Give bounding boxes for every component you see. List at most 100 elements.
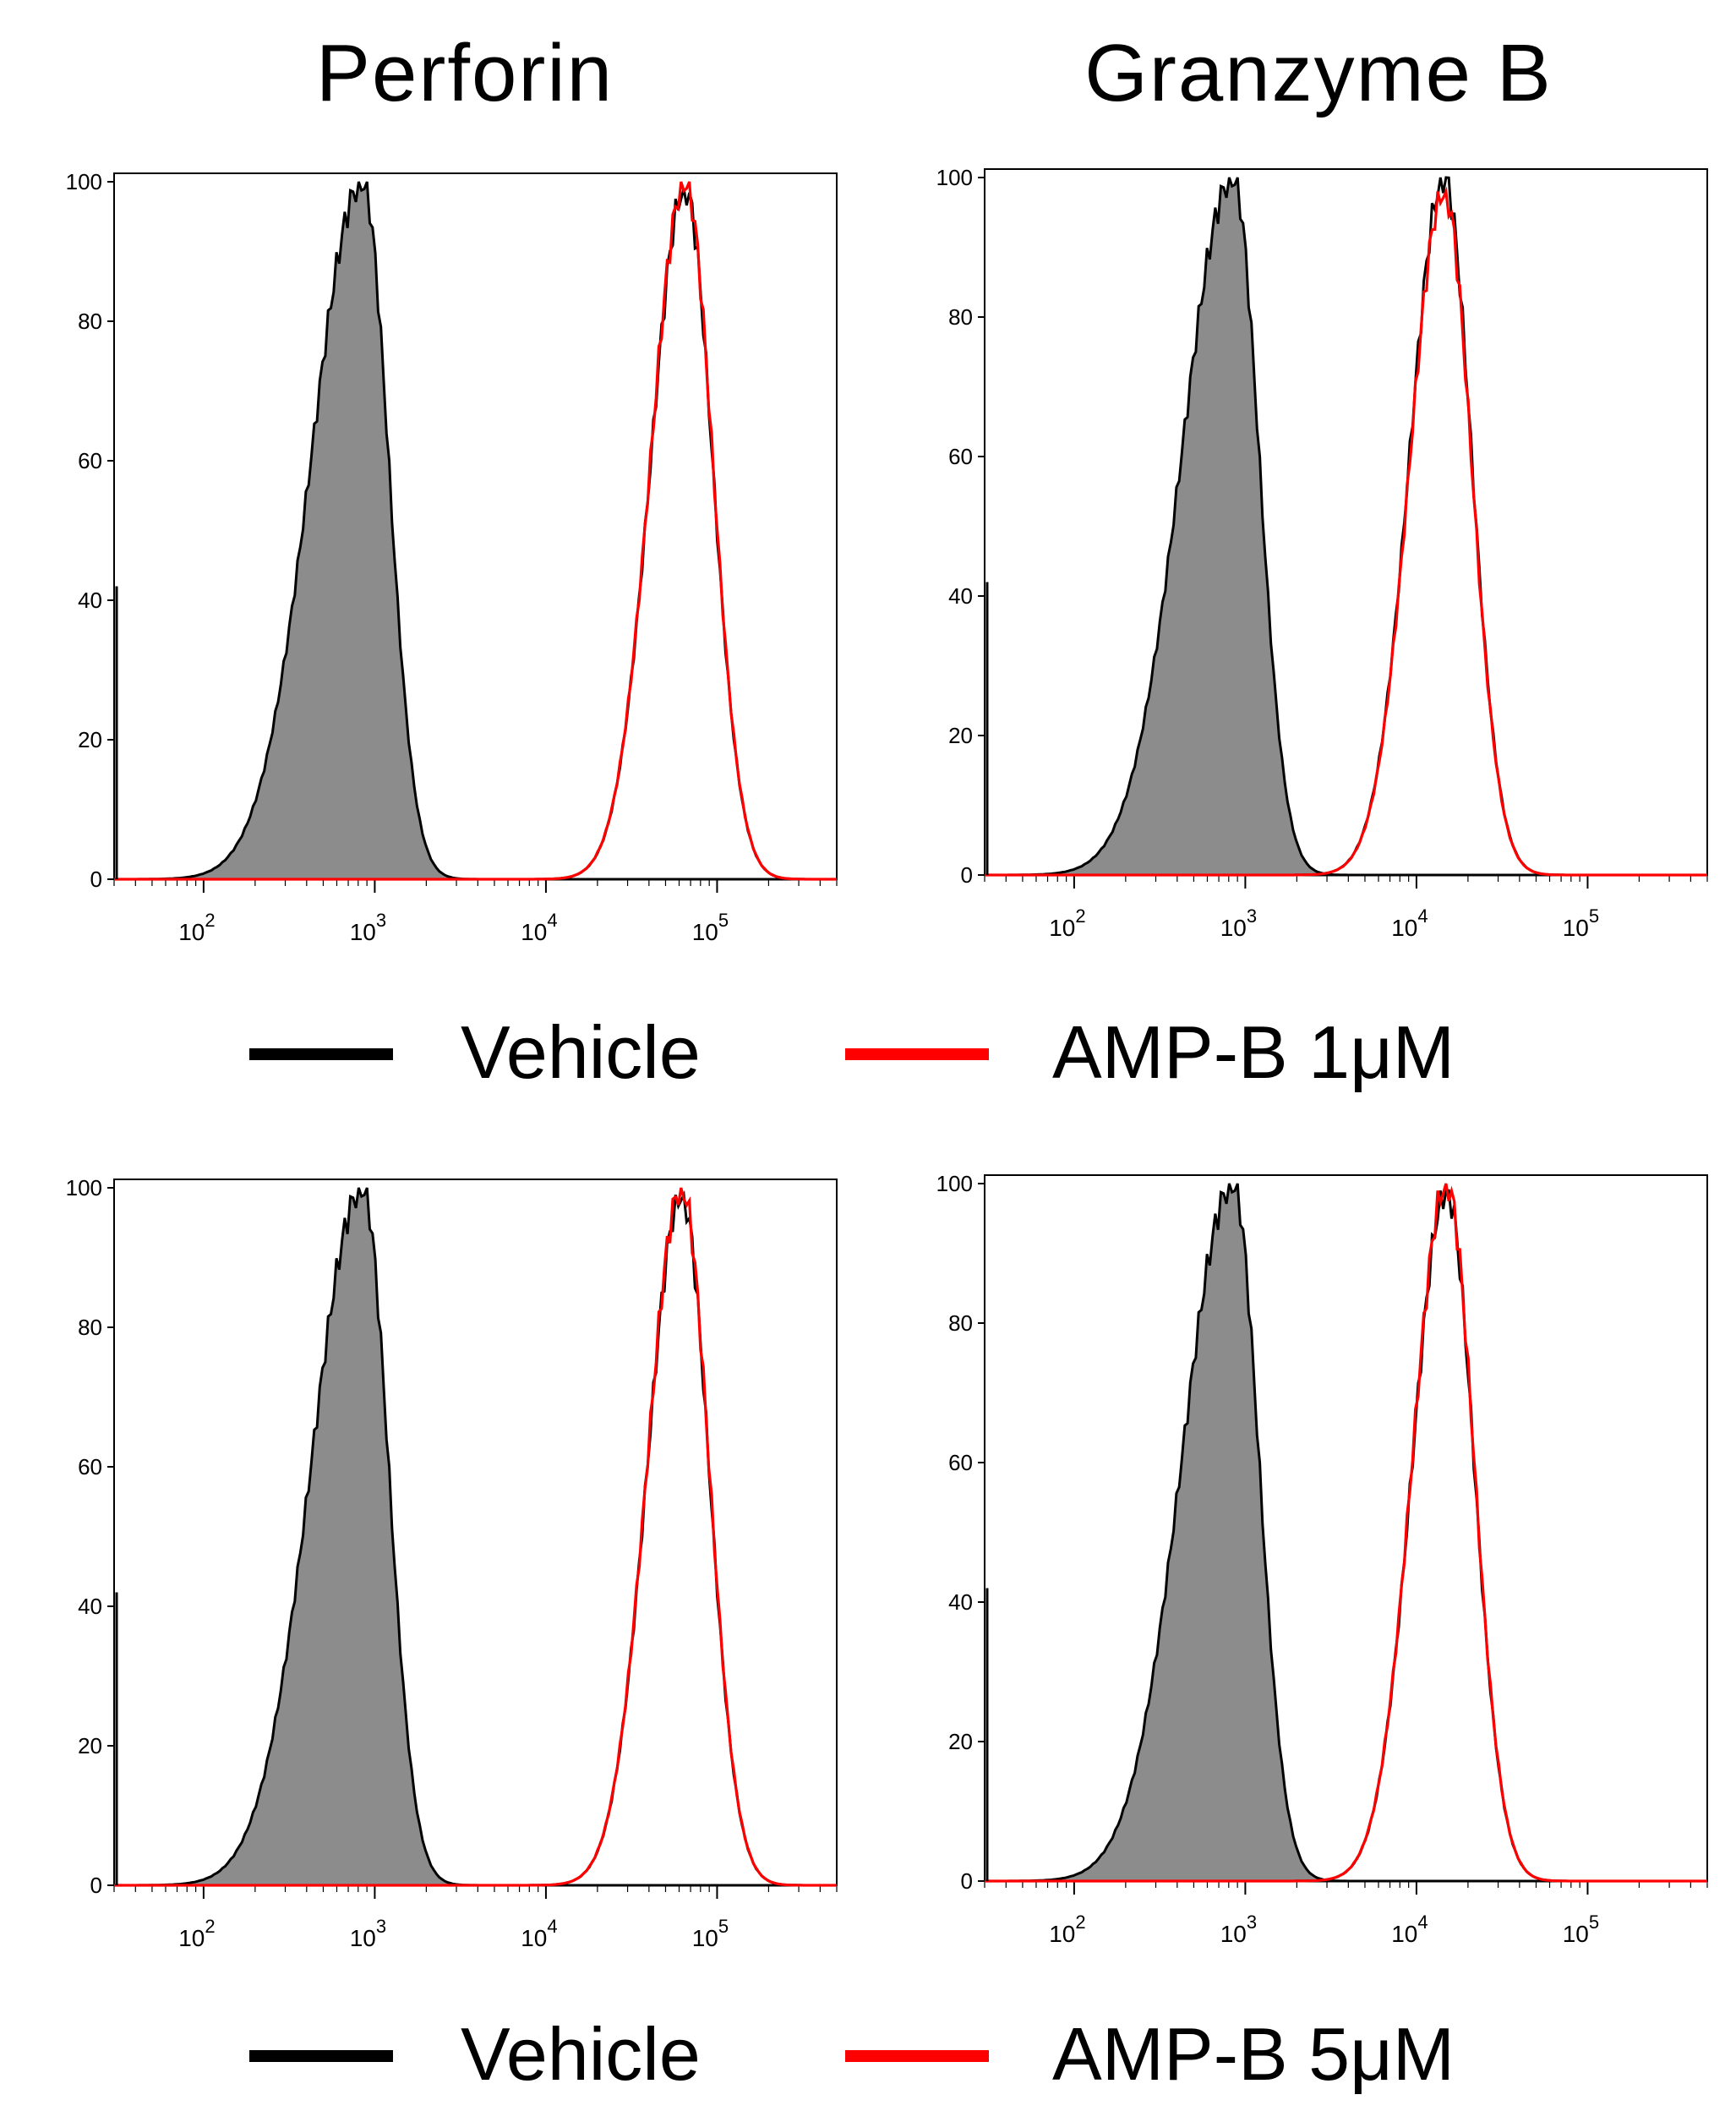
histogram-treatment-line <box>985 1183 1707 1883</box>
x-tick-base: 10 <box>1391 915 1417 941</box>
x-tick-base: 10 <box>692 1925 718 1951</box>
x-tick-base: 10 <box>178 1925 205 1951</box>
x-tick-base: 10 <box>350 1925 376 1951</box>
histogram-treatment-line <box>114 1187 837 1887</box>
legend-vehicle-label: Vehicle <box>461 1010 701 1094</box>
x-tick-label: 105 <box>1563 1911 1599 1947</box>
x-tick-exponent: 3 <box>376 1916 386 1937</box>
plot-frame <box>984 1174 1708 1882</box>
x-tick-label: 102 <box>178 1916 215 1951</box>
x-tick-base: 10 <box>1563 1921 1589 1947</box>
legend-treatment-swatch <box>845 1048 989 1060</box>
x-tick-base: 10 <box>350 919 376 945</box>
y-tick-label: 80 <box>948 1310 973 1336</box>
plot-frame <box>113 1179 838 1886</box>
histogram-vehicle-line <box>985 1189 1707 1883</box>
x-tick-label: 102 <box>1049 1911 1085 1947</box>
x-tick-exponent: 4 <box>547 1916 557 1937</box>
column-title-perforin: Perforin <box>315 28 614 118</box>
x-tick-base: 10 <box>692 919 718 945</box>
x-tick-label: 102 <box>178 910 215 945</box>
y-tick-label: 20 <box>78 1733 102 1758</box>
x-tick-label: 104 <box>1391 1911 1428 1947</box>
x-tick-exponent: 4 <box>547 910 557 931</box>
histogram-treatment-line <box>114 181 837 881</box>
x-tick-exponent: 2 <box>205 910 215 931</box>
x-tick-exponent: 3 <box>1247 1911 1257 1933</box>
x-tick-label: 103 <box>1220 1911 1257 1947</box>
legend-treatment-label: AMP-B 1μM <box>1052 1010 1455 1094</box>
x-tick-exponent: 3 <box>1247 905 1257 927</box>
x-tick-label: 104 <box>521 910 557 945</box>
y-tick-label: 100 <box>66 169 102 194</box>
x-tick-exponent: 4 <box>1417 905 1428 927</box>
y-tick-label: 0 <box>961 862 973 888</box>
x-tick-exponent: 5 <box>718 1916 729 1937</box>
x-tick-exponent: 2 <box>1075 1911 1085 1933</box>
x-tick-base: 10 <box>1220 915 1247 941</box>
y-tick-label: 60 <box>78 448 102 473</box>
histogram-vehicle-filled <box>985 177 1707 877</box>
column-title-granzyme: Granzyme B <box>1084 28 1553 118</box>
y-tick-label: 20 <box>948 723 973 748</box>
x-tick-label: 103 <box>350 1916 386 1951</box>
x-tick-exponent: 3 <box>376 910 386 931</box>
x-tick-exponent: 5 <box>1589 1911 1599 1933</box>
x-tick-label: 105 <box>1563 905 1599 941</box>
x-tick-label: 104 <box>1391 905 1428 941</box>
y-tick-label: 100 <box>936 1171 973 1196</box>
x-tick-base: 10 <box>1049 915 1075 941</box>
x-tick-base: 10 <box>521 919 547 945</box>
y-tick-label: 40 <box>78 588 102 613</box>
plot-frame <box>113 172 838 880</box>
x-tick-exponent: 2 <box>205 1916 215 1937</box>
histogram-vehicle-filled <box>985 1183 1707 1883</box>
x-tick-exponent: 2 <box>1075 905 1085 927</box>
histogram-vehicle-line <box>985 176 1707 877</box>
x-tick-label: 103 <box>350 910 386 945</box>
y-tick-label: 40 <box>78 1594 102 1619</box>
x-tick-base: 10 <box>178 919 205 945</box>
y-tick-label: 60 <box>948 1450 973 1475</box>
x-tick-base: 10 <box>521 1925 547 1951</box>
x-tick-exponent: 5 <box>718 910 729 931</box>
y-tick-label: 0 <box>961 1868 973 1894</box>
y-tick-label: 60 <box>78 1454 102 1479</box>
y-tick-label: 80 <box>78 1315 102 1340</box>
y-tick-label: 0 <box>90 1873 102 1898</box>
y-tick-label: 100 <box>936 165 973 190</box>
x-tick-label: 103 <box>1220 905 1257 941</box>
x-tick-label: 104 <box>521 1916 557 1951</box>
legend-vehicle-swatch <box>249 2050 393 2062</box>
x-tick-label: 102 <box>1049 905 1085 941</box>
y-tick-label: 0 <box>90 867 102 892</box>
y-tick-label: 20 <box>78 727 102 752</box>
x-tick-exponent: 4 <box>1417 1911 1428 1933</box>
x-tick-base: 10 <box>1220 1921 1247 1947</box>
legend-vehicle-label: Vehicle <box>461 2012 701 2096</box>
y-tick-label: 40 <box>948 583 973 609</box>
plot-frame <box>984 168 1708 876</box>
y-tick-label: 60 <box>948 444 973 469</box>
histogram-vehicle-filled <box>114 181 837 881</box>
histogram-treatment-line <box>985 186 1707 877</box>
x-tick-base: 10 <box>1049 1921 1075 1947</box>
y-tick-label: 100 <box>66 1175 102 1200</box>
x-tick-label: 105 <box>692 910 729 945</box>
x-tick-base: 10 <box>1391 1921 1417 1947</box>
x-tick-label: 105 <box>692 1916 729 1951</box>
y-tick-label: 40 <box>948 1589 973 1615</box>
legend-treatment-swatch <box>845 2050 989 2062</box>
x-tick-base: 10 <box>1563 915 1589 941</box>
histogram-vehicle-filled <box>114 1187 837 1887</box>
legend-top: Vehicle AMP-B 1μM <box>0 1010 1736 1112</box>
y-tick-label: 80 <box>78 309 102 334</box>
legend-bottom: Vehicle AMP-B 5μM <box>0 2012 1736 2114</box>
histogram-vehicle-line <box>114 1190 837 1887</box>
legend-vehicle-swatch <box>249 1048 393 1060</box>
y-tick-label: 20 <box>948 1729 973 1754</box>
histogram-vehicle-line <box>114 188 837 881</box>
